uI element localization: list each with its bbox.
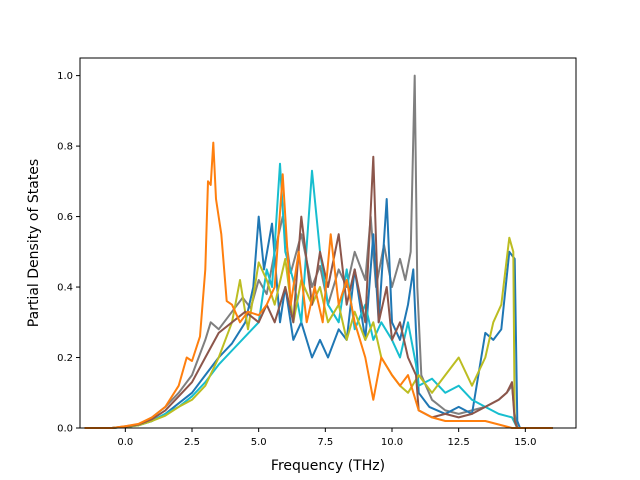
x-tick-label: 10.0 xyxy=(381,437,403,448)
series-layer xyxy=(84,74,553,429)
y-tick-label: 1.0 xyxy=(57,71,73,82)
y-tick-label: 0.6 xyxy=(57,212,73,223)
plot-frame xyxy=(79,57,577,429)
y-tick-label: 0.8 xyxy=(57,142,73,153)
y-axis-label: Partial Density of States xyxy=(26,159,42,327)
series-line-2 xyxy=(84,198,553,429)
x-tick-label: 2.5 xyxy=(184,437,200,448)
x-tick-label: 15.0 xyxy=(514,437,536,448)
x-axis-label: Frequency (THz) xyxy=(271,458,385,474)
x-tick-label: 0.0 xyxy=(117,437,133,448)
series-line-3 xyxy=(84,162,553,429)
y-tick-label: 0.4 xyxy=(57,283,73,294)
y-tick-label: 0.0 xyxy=(57,424,73,435)
series-line-5 xyxy=(84,155,553,429)
series-line-6 xyxy=(84,141,553,429)
series-line-4 xyxy=(84,236,553,429)
x-tick-label: 7.5 xyxy=(317,437,333,448)
x-tick-label: 5.0 xyxy=(251,437,267,448)
y-axis-ticks: 0.0 0.2 0.4 0.6 0.8 1.0 xyxy=(57,71,80,435)
y-tick-label: 0.2 xyxy=(57,353,73,364)
x-axis-ticks: 0.0 2.5 5.0 7.5 10.0 12.5 15.0 xyxy=(117,428,536,448)
x-tick-label: 12.5 xyxy=(448,437,470,448)
